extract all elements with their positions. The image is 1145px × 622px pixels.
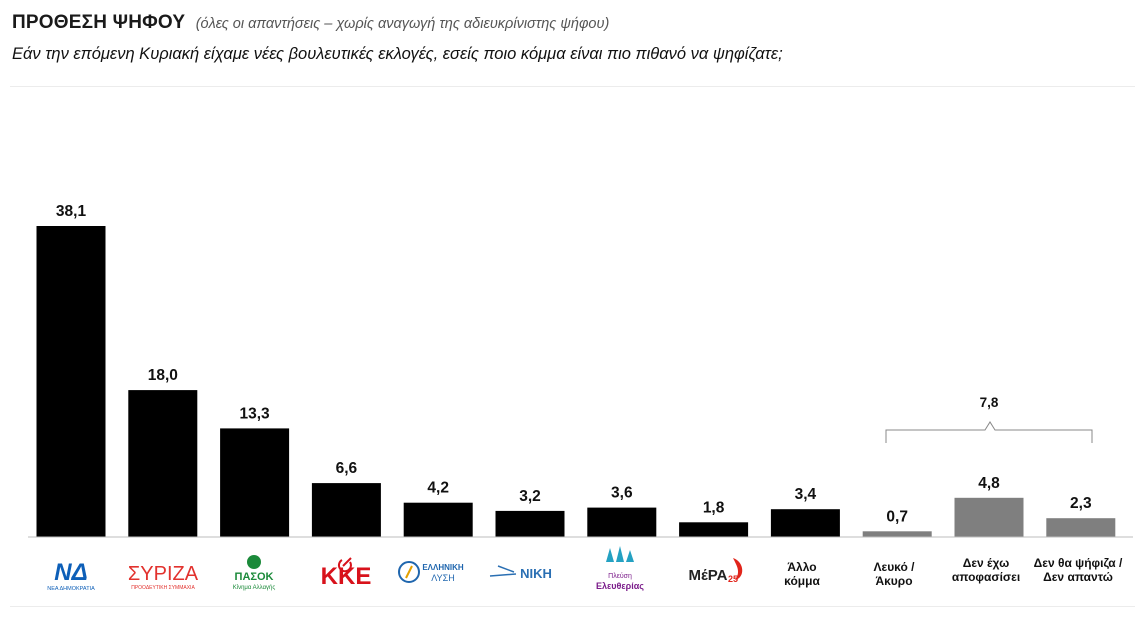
bar-value-label-4: 6,6 xyxy=(336,460,358,477)
bar-8 xyxy=(679,522,749,537)
top-divider xyxy=(10,86,1135,87)
logo-niki: ΝΙΚΗ xyxy=(489,565,552,581)
bar-value-label-11: 4,8 xyxy=(978,475,1000,492)
chart-subtitle: (όλες οι απαντήσεις – χωρίς αναγωγή της … xyxy=(195,16,610,32)
bar-value-label-2: 18,0 xyxy=(148,367,178,384)
bar-value-label-7: 3,6 xyxy=(611,485,633,502)
bar-value-label-10: 0,7 xyxy=(886,508,908,525)
bar-11 xyxy=(954,497,1024,537)
plefsi-sail-icon xyxy=(606,546,634,562)
label-den-tha-psifiza: Δεν θα ψήφιζα / Δεν απαντώ xyxy=(1034,556,1123,584)
pasok-logo-caption: Κίνημα Αλλαγής xyxy=(233,584,276,591)
bar-value-label-5: 4,2 xyxy=(427,480,449,497)
cat-label-line: Λευκό / xyxy=(874,560,916,574)
bar-value-label-3: 13,3 xyxy=(240,405,271,422)
cat-label-line: Άλλο xyxy=(787,560,816,574)
bar-6 xyxy=(495,510,565,537)
bar-1 xyxy=(36,226,106,537)
logo-kke: ΚΚΕ xyxy=(321,557,372,590)
nd-logo-mark: ΝΔ xyxy=(54,559,87,586)
kke-logo-mark: ΚΚΕ xyxy=(321,563,372,590)
elliniki-lysi-name-line1: ΕΛΛΗΝΙΚΗ xyxy=(422,563,464,572)
bar-value-label-1: 38,1 xyxy=(56,203,87,220)
bar-value-label-9: 3,4 xyxy=(795,486,817,503)
niki-wing-icon xyxy=(489,565,517,577)
bars-group xyxy=(36,226,1116,537)
logo-elliniki-lysi: ΕΛΛΗΝΙΚΗ ΛΥΣΗ xyxy=(398,561,464,583)
logo-nd: ΝΔ ΝΕΑ ΔΗΜΟΚΡΑΤΙΑ xyxy=(47,559,95,592)
bar-value-label-12: 2,3 xyxy=(1070,495,1092,512)
logo-plefsi: Πλεύση Ελευθερίας xyxy=(596,546,644,591)
cat-label-line: Άκυρο xyxy=(875,574,912,588)
pasok-sun-icon xyxy=(247,555,261,569)
niki-logo-mark: ΝΙΚΗ xyxy=(520,566,552,581)
label-allo-komma: Άλλο κόμμα xyxy=(784,560,820,588)
bottom-divider xyxy=(10,606,1135,607)
logo-syriza: ΣΥΡΙΖΑ ΠΡΟΟΔΕΥΤΙΚΗ ΣΥΜΜΑΧΙΑ xyxy=(128,563,199,591)
chart-title-block: ΠΡΟΘΕΣΗ ΨΗΦΟΥ (όλες οι απαντήσεις – χωρί… xyxy=(12,12,609,34)
bar-2 xyxy=(128,390,198,537)
bracket-total-label: 7,8 xyxy=(980,395,999,410)
mera25-flame-icon xyxy=(733,558,743,580)
bar-5 xyxy=(403,502,473,537)
bracket-shape xyxy=(885,421,1093,443)
survey-question: Εάν την επόμενη Κυριακή είχαμε νέες βουλ… xyxy=(12,45,783,63)
elliniki-lysi-name-line2: ΛΥΣΗ xyxy=(431,573,454,583)
label-lefko-akyro: Λευκό / Άκυρο xyxy=(874,560,916,588)
cat-label-line: Δεν απαντώ xyxy=(1043,570,1113,584)
compass-needle xyxy=(405,565,413,579)
cat-label-line: αποφασίσει xyxy=(952,570,1020,584)
bar-9 xyxy=(770,509,840,537)
bar-4 xyxy=(311,483,381,537)
logo-pasok: ΠΑΣΟΚ Κίνημα Αλλαγής xyxy=(233,555,276,591)
cat-label-line: κόμμα xyxy=(784,574,820,588)
bar-value-label-6: 3,2 xyxy=(519,488,541,505)
bar-7 xyxy=(587,507,657,537)
syriza-logo-mark: ΣΥΡΙΖΑ xyxy=(128,563,199,585)
plefsi-logo-line2: Ελευθερίας xyxy=(596,581,644,591)
mera25-logo-mark: ΜέΡΑ xyxy=(689,567,728,584)
logo-mera25: ΜέΡΑ 25 xyxy=(689,558,743,584)
syriza-logo-caption: ΠΡΟΟΔΕΥΤΙΚΗ ΣΥΜΜΑΧΙΑ xyxy=(131,585,195,591)
label-den-exw-apofasisei: Δεν έχω αποφασίσει xyxy=(952,556,1020,584)
pasok-logo-mark: ΠΑΣΟΚ xyxy=(235,571,274,583)
value-labels-group: 38,1 18,0 13,3 6,6 4,2 3,2 3,6 1,8 3,4 0,7 4,8 2,3 xyxy=(56,203,1092,525)
cat-label-line: Δεν έχω xyxy=(963,556,1010,570)
bracket-annotation: 7,8 xyxy=(885,395,1093,443)
bar-10 xyxy=(862,531,932,537)
cat-label-line: Δεν θα ψήφιζα / xyxy=(1034,556,1123,570)
bar-3 xyxy=(220,428,290,537)
bar-12 xyxy=(1046,518,1116,537)
hammer-sickle-icon xyxy=(337,557,352,573)
plefsi-logo-line1: Πλεύση xyxy=(608,572,632,580)
chart-title: ΠΡΟΘΕΣΗ ΨΗΦΟΥ xyxy=(12,12,186,33)
nd-logo-caption: ΝΕΑ ΔΗΜΟΚΡΑΤΙΑ xyxy=(47,586,95,592)
mera25-logo-number: 25 xyxy=(728,574,738,584)
bar-value-label-8: 1,8 xyxy=(703,499,725,516)
